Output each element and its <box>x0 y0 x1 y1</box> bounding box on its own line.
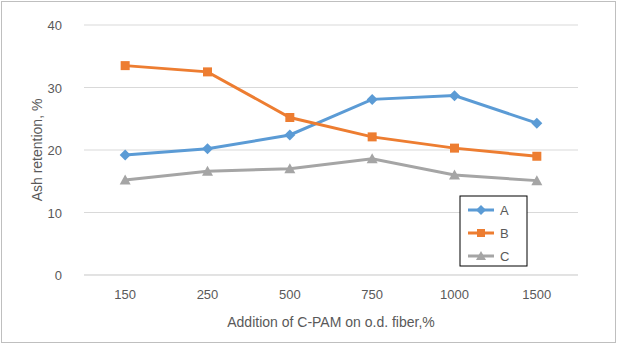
x-tick-label: 500 <box>279 287 301 302</box>
data-point <box>202 166 213 176</box>
x-tick-label: 1000 <box>440 287 469 302</box>
data-point <box>202 143 213 154</box>
data-point <box>367 153 378 163</box>
data-point <box>531 175 542 185</box>
series-line <box>125 159 537 181</box>
y-tick-label: 0 <box>55 268 62 283</box>
series-line <box>125 66 537 157</box>
grid-line <box>84 87 578 88</box>
x-axis-title: Addition of C-PAM on o.d. fiber,% <box>227 314 435 330</box>
y-axis-title: Ash retention, % <box>29 99 45 202</box>
data-point <box>367 94 378 105</box>
chart-frame <box>2 2 616 343</box>
x-tick-label: 250 <box>197 287 219 302</box>
y-tick-label: 20 <box>48 143 62 158</box>
data-point <box>284 163 295 173</box>
legend-label: C <box>500 249 509 264</box>
data-point <box>532 152 541 161</box>
data-point <box>531 118 542 129</box>
legend-label: A <box>500 203 509 218</box>
legend-box <box>460 196 527 266</box>
y-tick-label: 40 <box>48 18 62 33</box>
y-tick-label: 30 <box>48 81 62 96</box>
legend-marker <box>477 229 485 237</box>
plot-area <box>120 61 543 185</box>
data-point <box>120 150 131 161</box>
y-tick-label: 10 <box>48 206 62 221</box>
data-point <box>284 130 295 141</box>
grid-line <box>84 25 578 26</box>
grid-line <box>84 275 578 276</box>
legend-label: B <box>500 226 509 241</box>
data-point <box>450 144 459 153</box>
chart-container: 0 10 20 30 40 150 250 500 750 1000 1500 Addition of… <box>0 0 617 344</box>
grid-line <box>84 150 578 151</box>
data-point <box>120 175 131 185</box>
data-point <box>449 170 460 180</box>
x-axis-line <box>84 275 578 276</box>
series-line <box>125 96 537 155</box>
x-tick-label: 750 <box>361 287 383 302</box>
x-tick-label: 150 <box>114 287 136 302</box>
x-tick-label: 1500 <box>522 287 551 302</box>
chart-svg: 0 10 20 30 40 150 250 500 750 1000 1500 Addition of… <box>0 0 617 344</box>
legend-marker <box>476 205 486 215</box>
data-point <box>203 67 212 76</box>
data-point <box>121 61 130 70</box>
legend: ABC <box>460 196 527 266</box>
legend-marker <box>476 251 486 260</box>
data-point <box>368 132 377 141</box>
data-point <box>449 90 460 101</box>
data-point <box>285 113 294 122</box>
